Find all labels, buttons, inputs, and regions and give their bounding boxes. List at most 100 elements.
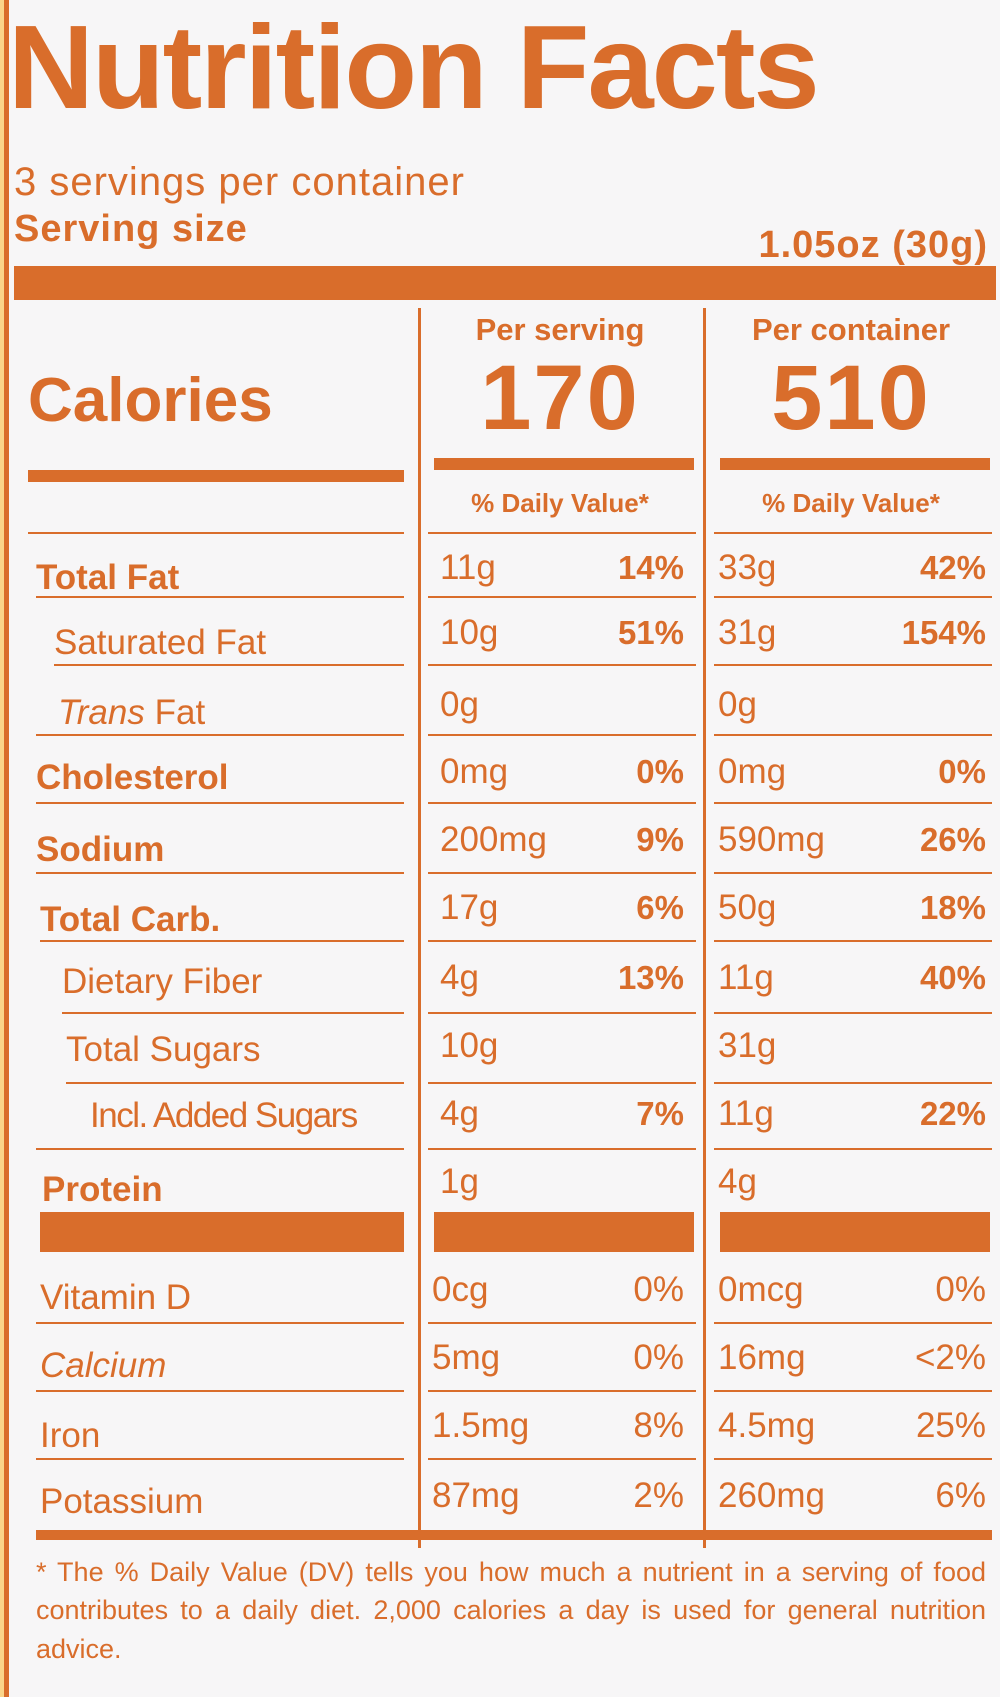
row-divider	[54, 664, 404, 666]
row-divider	[714, 940, 992, 942]
container-daily-value: 0%	[938, 753, 986, 790]
thick-divider-vitamins-serving	[434, 1212, 694, 1252]
serving-daily-value: 14%	[617, 549, 684, 586]
serving-amount: 17g	[440, 888, 499, 927]
container-daily-value: 25%	[915, 1406, 986, 1445]
container-amount: 16mg	[718, 1338, 806, 1377]
container-amount: 0mg	[718, 752, 787, 791]
vitamin-label-calcium: Calcium	[40, 1346, 167, 1385]
row-divider	[428, 532, 696, 534]
serving-amount: 87mg	[432, 1476, 520, 1515]
per-serving-header: Per serving	[475, 312, 645, 347]
container-amount: 11g	[718, 958, 774, 997]
serving-daily-value: 6%	[636, 889, 684, 926]
container-daily-value: 40%	[919, 959, 986, 996]
container-daily-value: 22%	[919, 1095, 986, 1132]
nutrient-label-sodium: Sodium	[36, 830, 165, 869]
serving-daily-value: 9%	[636, 821, 684, 858]
column-divider-serving	[418, 308, 421, 1548]
serving-amount: 10g	[440, 613, 499, 652]
row-divider	[36, 734, 404, 736]
serving-size-value: 1.05oz (30g)	[758, 224, 988, 266]
thick-divider-vitamins-container	[720, 1212, 990, 1252]
row-divider	[428, 734, 696, 736]
row-divider	[36, 1390, 404, 1392]
row-divider	[428, 1322, 696, 1324]
row-divider	[428, 1148, 696, 1150]
container-amount: 260mg	[718, 1476, 826, 1515]
row-divider	[62, 1012, 404, 1014]
row-divider	[28, 532, 404, 534]
row-divider	[428, 1390, 696, 1392]
container-amount: 50g	[718, 888, 777, 927]
serving-amount: 10g	[440, 1026, 499, 1065]
thick-divider-vitamins-label	[40, 1212, 404, 1252]
nutrient-label-protein: Protein	[42, 1170, 163, 1209]
row-divider	[36, 596, 404, 598]
container-amount: 4.5mg	[718, 1406, 816, 1445]
container-daily-value: 154%	[901, 614, 986, 651]
serving-daily-value: 13%	[617, 959, 684, 996]
calories-per-container: 510	[771, 347, 931, 449]
daily-value-header-container: % Daily Value*	[762, 488, 940, 518]
daily-value-footnote: * The % Daily Value (DV) tells you how m…	[36, 1557, 986, 1664]
serving-daily-value: 0%	[636, 753, 684, 790]
serving-daily-value: 7%	[636, 1095, 684, 1132]
nutrient-label-cholesterol: Cholesterol	[36, 758, 229, 797]
row-divider	[36, 1322, 404, 1324]
calories-divider-serving	[434, 458, 694, 470]
container-amount: 11g	[718, 1094, 774, 1133]
nutrient-label-saturated-fat: Saturated Fat	[54, 623, 267, 662]
thick-divider-top	[14, 266, 996, 300]
serving-amount: 11g	[440, 548, 496, 587]
container-daily-value: 18%	[919, 889, 986, 926]
container-daily-value: 42%	[919, 549, 986, 586]
calories-per-serving: 170	[480, 347, 640, 449]
calories-label: Calories	[28, 366, 273, 435]
serving-daily-value: 0%	[633, 1338, 684, 1377]
container-amount: 33g	[718, 548, 777, 587]
serving-amount: 200mg	[440, 820, 548, 859]
daily-value-header-serving: % Daily Value*	[471, 488, 649, 518]
trans-fat-rest: Fat	[144, 693, 206, 732]
row-divider	[36, 872, 404, 874]
row-divider	[428, 1012, 696, 1014]
row-divider	[428, 872, 696, 874]
row-divider	[714, 802, 992, 804]
container-daily-value: 26%	[919, 821, 986, 858]
row-divider	[714, 1148, 992, 1150]
row-divider	[714, 532, 992, 534]
row-divider	[36, 1458, 404, 1460]
nutrient-label-total-sugars: Total Sugars	[66, 1030, 261, 1069]
row-divider	[714, 1082, 992, 1084]
row-divider	[36, 802, 404, 804]
nutrient-label-dietary-fiber: Dietary Fiber	[62, 962, 263, 1001]
row-divider	[428, 802, 696, 804]
serving-amount: 0mg	[440, 752, 509, 791]
nutrient-label-trans-fat: Trans Fat	[58, 695, 205, 730]
row-divider	[714, 1458, 992, 1460]
container-daily-value: 0%	[935, 1270, 986, 1309]
nutrient-label-added-sugars: Incl. Added Sugars	[90, 1096, 358, 1135]
row-divider	[428, 596, 696, 598]
calories-divider-container	[720, 458, 990, 470]
trans-italic: Trans	[58, 693, 145, 732]
serving-daily-value: 51%	[617, 614, 684, 651]
nutrient-label-total-fat: Total Fat	[36, 558, 180, 597]
row-divider	[714, 1322, 992, 1324]
row-divider	[428, 1458, 696, 1460]
serving-amount: 4g	[440, 1094, 479, 1133]
row-divider	[428, 664, 696, 666]
row-divider	[714, 1012, 992, 1014]
serving-amount: 5mg	[432, 1338, 501, 1377]
row-divider	[36, 1148, 404, 1150]
serving-amount: 0cg	[432, 1270, 489, 1309]
container-amount: 31g	[718, 1026, 777, 1065]
serving-amount: 0g	[440, 685, 479, 724]
row-divider	[428, 1082, 696, 1084]
container-amount: 31g	[718, 613, 777, 652]
nutrient-label-total-carb: Total Carb.	[40, 900, 221, 939]
row-divider	[714, 1390, 992, 1392]
container-amount: 4g	[718, 1162, 757, 1201]
row-divider	[714, 734, 992, 736]
